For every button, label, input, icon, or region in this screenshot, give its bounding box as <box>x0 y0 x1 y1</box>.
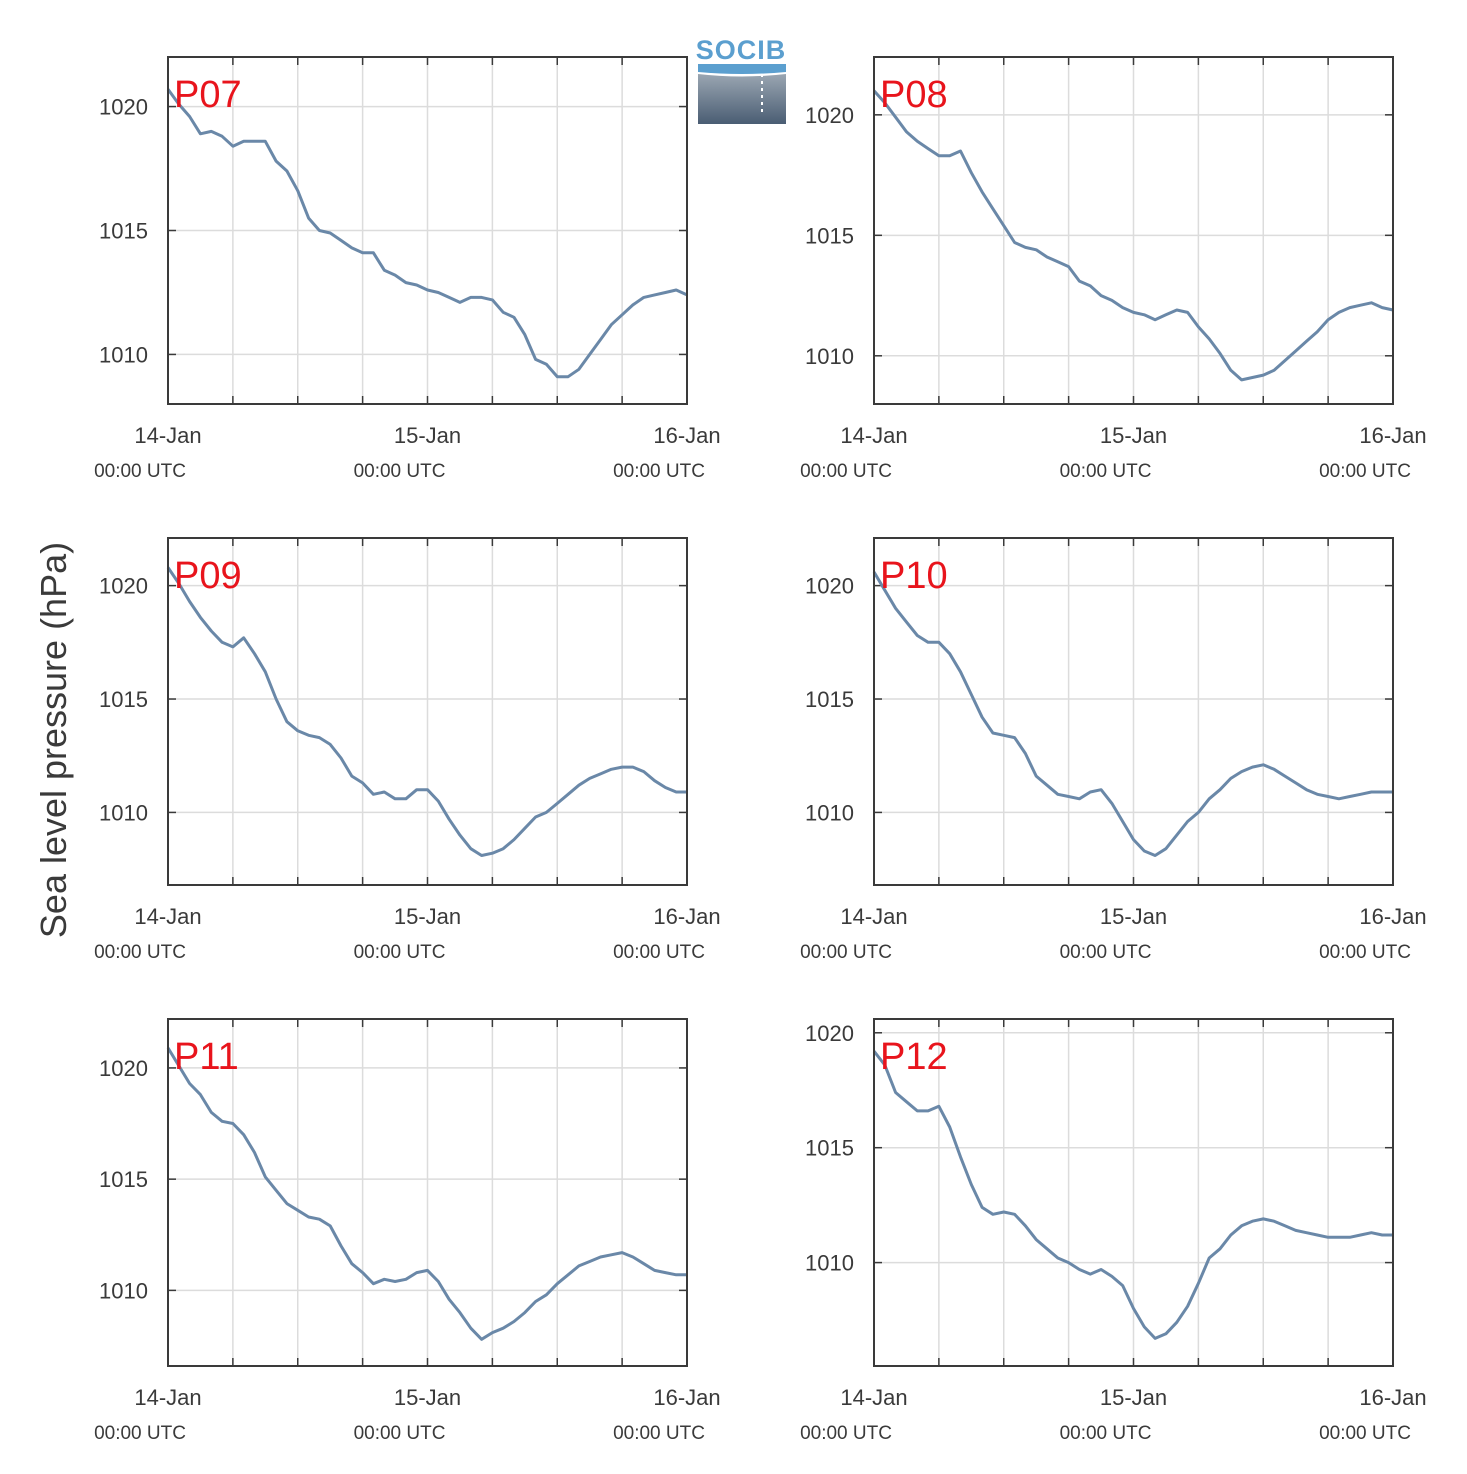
axes-frame <box>167 1018 688 1367</box>
panel-p09: 1010 1015 1020 P09 14-Jan 00:00 UTC 15-Jan 00:0… <box>94 537 721 963</box>
axes-frame <box>873 56 1394 405</box>
x-tick-sublabel: 00:00 UTC <box>354 1423 446 1444</box>
panel-label: P08 <box>880 74 948 116</box>
x-tick-label: 14-Jan <box>134 423 201 448</box>
pressure-series-line <box>872 1050 1393 1340</box>
x-tick-label: 15-Jan <box>394 904 461 929</box>
x-tick-label: 15-Jan <box>394 1385 461 1410</box>
x-tick-label: 15-Jan <box>1100 904 1167 929</box>
x-tick-sublabel: 00:00 UTC <box>94 1423 186 1444</box>
y-tick-label: 1020 <box>805 1021 854 1046</box>
x-tick-sublabel: 00:00 UTC <box>1319 461 1411 482</box>
x-tick-sublabel: 00:00 UTC <box>94 461 186 482</box>
y-tick-label: 1020 <box>99 574 148 599</box>
x-tick-label: 16-Jan <box>1359 1385 1426 1410</box>
y-tick-label: 1020 <box>99 95 148 120</box>
y-tick-label: 1010 <box>805 800 854 825</box>
pressure-series-line <box>166 566 687 857</box>
logo-text: SOCIB <box>696 35 787 65</box>
y-tick-label: 1015 <box>805 1136 854 1161</box>
x-tick-sublabel: 00:00 UTC <box>1060 461 1152 482</box>
y-tick-label: 1010 <box>99 1278 148 1303</box>
logo-sea-block <box>698 74 786 124</box>
panel-label: P11 <box>174 1036 239 1078</box>
y-axis-label: Sea level pressure (hPa) <box>33 542 74 938</box>
y-tick-label: 1015 <box>99 1167 148 1192</box>
x-tick-sublabel: 00:00 UTC <box>613 1423 705 1444</box>
logo-wave-band <box>698 64 786 74</box>
y-tick-label: 1015 <box>99 687 148 712</box>
panel-label: P09 <box>174 555 242 597</box>
axes-frame <box>873 1018 1394 1367</box>
x-tick-sublabel: 00:00 UTC <box>94 942 186 963</box>
panel-p11: 1010 1015 1020 P11 14-Jan 00:00 UTC 15-Jan 00:0… <box>94 1018 721 1444</box>
x-tick-label: 14-Jan <box>134 904 201 929</box>
x-tick-label: 14-Jan <box>840 423 907 448</box>
x-tick-label: 15-Jan <box>394 423 461 448</box>
x-tick-sublabel: 00:00 UTC <box>800 1423 892 1444</box>
y-tick-label: 1015 <box>99 219 148 244</box>
x-tick-sublabel: 00:00 UTC <box>1060 1423 1152 1444</box>
axes-frame <box>167 56 688 405</box>
pressure-series-line <box>872 89 1394 382</box>
socib-logo: SOCIB <box>696 35 787 124</box>
x-tick-label: 14-Jan <box>840 1385 907 1410</box>
y-tick-label: 1020 <box>99 1056 148 1081</box>
x-tick-label: 15-Jan <box>1100 1385 1167 1410</box>
y-tick-label: 1020 <box>805 574 854 599</box>
panel-label: P07 <box>174 74 242 116</box>
x-tick-sublabel: 00:00 UTC <box>1319 1423 1411 1444</box>
x-tick-sublabel: 00:00 UTC <box>1319 942 1411 963</box>
x-tick-label: 14-Jan <box>134 1385 201 1410</box>
x-tick-label: 14-Jan <box>840 904 907 929</box>
x-tick-sublabel: 00:00 UTC <box>1060 942 1152 963</box>
y-tick-label: 1010 <box>805 344 854 369</box>
pressure-series-line <box>166 88 688 379</box>
y-tick-label: 1010 <box>805 1251 854 1276</box>
y-tick-label: 1015 <box>805 687 854 712</box>
axes-frame <box>873 537 1394 886</box>
x-tick-label: 16-Jan <box>1359 423 1426 448</box>
x-tick-label: 15-Jan <box>1100 423 1167 448</box>
y-tick-label: 1010 <box>99 342 148 367</box>
y-tick-label: 1020 <box>805 103 854 128</box>
panel-p10: 1010 1015 1020 P10 14-Jan 00:00 UTC 15-Jan 00:0… <box>800 537 1427 963</box>
panel-label: P12 <box>880 1036 948 1078</box>
pressure-series-line <box>166 1047 687 1341</box>
panel-p07: 1010 1015 1020 P07 14-Jan 00:00 UTC 15-Jan 00:0… <box>94 56 721 482</box>
x-tick-sublabel: 00:00 UTC <box>800 461 892 482</box>
panel-p08: 1010 1015 1020 P08 14-Jan 00:00 UTC 15-Jan 00:0… <box>800 56 1427 482</box>
panel-p12: 1010 1015 1020 P12 14-Jan 00:00 UTC 15-Jan 00:0… <box>800 1018 1427 1444</box>
panels: 1010 1015 1020 P07 14-Jan 00:00 UTC 15-Jan 00:0… <box>94 56 1427 1444</box>
x-tick-sublabel: 00:00 UTC <box>354 461 446 482</box>
x-tick-sublabel: 00:00 UTC <box>354 942 446 963</box>
y-tick-label: 1015 <box>805 223 854 248</box>
axes-frame <box>167 537 688 886</box>
x-tick-label: 16-Jan <box>653 904 720 929</box>
x-tick-sublabel: 00:00 UTC <box>613 942 705 963</box>
y-tick-label: 1010 <box>99 800 148 825</box>
panel-label: P10 <box>880 555 948 597</box>
x-tick-label: 16-Jan <box>653 423 720 448</box>
x-tick-label: 16-Jan <box>1359 904 1426 929</box>
pressure-series-line <box>872 571 1393 857</box>
x-tick-sublabel: 00:00 UTC <box>800 942 892 963</box>
x-tick-label: 16-Jan <box>653 1385 720 1410</box>
x-tick-sublabel: 00:00 UTC <box>613 461 705 482</box>
